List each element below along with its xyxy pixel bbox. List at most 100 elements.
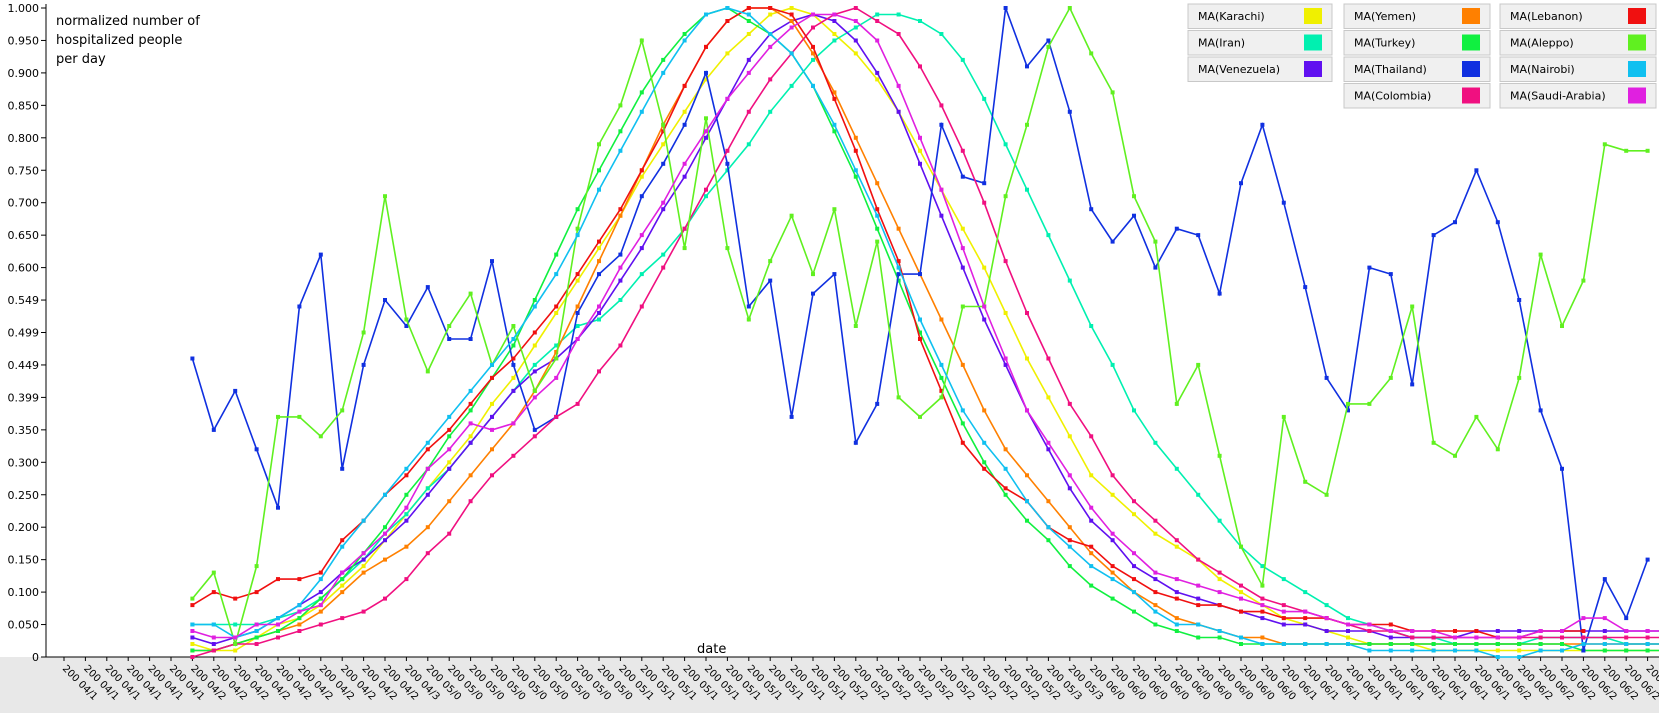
data-point (896, 272, 901, 277)
data-point (875, 77, 880, 82)
data-point (276, 505, 280, 510)
legend-item[interactable]: MA(Aleppo) (1499, 30, 1657, 56)
legend-item[interactable]: MA(Karachi) (1187, 3, 1333, 29)
data-point (1388, 272, 1393, 277)
y-tick-label: 0.700 (8, 197, 40, 210)
legend-item[interactable]: MA(Yemen) (1343, 3, 1491, 29)
data-point (297, 609, 302, 614)
data-point (1025, 408, 1029, 413)
data-point (1153, 265, 1158, 270)
series-ma-thailand (190, 6, 1650, 653)
data-point (575, 401, 580, 406)
y-axis-label-line-1: normalized number of (56, 14, 200, 29)
legend-item[interactable]: MA(Lebanon) (1499, 3, 1657, 29)
data-point (532, 330, 537, 335)
data-point (1174, 538, 1179, 543)
data-point (1260, 596, 1265, 601)
data-point (811, 44, 815, 49)
data-point (1367, 265, 1372, 270)
data-point (939, 213, 944, 218)
legend-item[interactable]: MA(Venezuela) (1187, 56, 1333, 82)
data-point (1581, 635, 1586, 640)
data-point (960, 408, 965, 413)
data-point (1110, 596, 1115, 601)
data-point (1153, 531, 1158, 536)
data-point (725, 148, 730, 153)
data-point (918, 414, 922, 419)
data-point (1602, 577, 1607, 582)
data-point (1431, 440, 1436, 445)
data-point (1260, 564, 1265, 569)
data-point (811, 291, 815, 296)
data-point (597, 187, 601, 192)
data-point (233, 648, 238, 653)
data-point (1303, 622, 1308, 627)
data-point (746, 70, 751, 75)
data-point (832, 38, 837, 43)
data-point (1560, 629, 1564, 633)
data-point (682, 83, 687, 88)
data-point (960, 174, 965, 179)
data-point (511, 375, 516, 380)
data-point (1089, 544, 1094, 549)
data-point (1410, 642, 1415, 646)
data-point (1110, 577, 1115, 582)
data-point (318, 577, 323, 582)
data-point (532, 427, 537, 432)
data-point (1046, 44, 1051, 49)
data-point (1581, 642, 1586, 646)
data-point (254, 590, 259, 595)
data-point (297, 616, 302, 621)
data-point (725, 168, 730, 173)
data-point (254, 622, 259, 627)
data-point (1132, 551, 1136, 556)
data-point (1003, 311, 1008, 315)
data-point (811, 83, 815, 88)
data-point (276, 629, 280, 633)
data-point (1260, 616, 1265, 621)
data-point (254, 564, 259, 569)
data-point (875, 70, 880, 75)
data-point (1132, 408, 1136, 413)
data-point (1003, 142, 1008, 147)
data-point (554, 414, 559, 419)
legend-item[interactable]: MA(Saudi-Arabia) (1499, 83, 1657, 109)
data-point (1025, 64, 1029, 69)
data-point (383, 194, 387, 199)
data-point (746, 6, 751, 10)
data-point (190, 629, 195, 633)
legend-item[interactable]: MA(Iran) (1187, 30, 1333, 56)
data-point (597, 304, 601, 309)
data-point (1067, 434, 1072, 439)
data-point (1239, 181, 1243, 186)
legend-item[interactable]: MA(Colombia) (1343, 83, 1491, 109)
data-point (318, 603, 323, 608)
legend-item[interactable]: MA(Turkey) (1343, 30, 1491, 56)
data-point (1153, 622, 1158, 627)
data-point (1367, 629, 1372, 633)
data-point (575, 226, 580, 231)
y-tick-label: 0.549 (8, 294, 40, 307)
series-line (192, 7, 1659, 652)
data-point (832, 129, 837, 134)
data-point (1110, 531, 1115, 536)
data-point (853, 38, 858, 43)
data-point (340, 544, 345, 549)
data-point (1110, 492, 1115, 497)
data-point (832, 96, 837, 101)
legend-item[interactable]: MA(Nairobi) (1499, 56, 1657, 82)
data-point (661, 122, 666, 127)
data-point (404, 577, 409, 582)
data-point (297, 304, 302, 309)
data-point (704, 129, 708, 134)
data-point (960, 362, 965, 367)
data-point (1046, 395, 1051, 400)
data-point (982, 304, 987, 309)
data-point (661, 200, 666, 205)
data-point (1645, 148, 1650, 153)
data-point (725, 96, 730, 101)
data-point (1217, 635, 1222, 640)
data-point (896, 83, 901, 88)
data-point (1089, 564, 1094, 569)
legend-item[interactable]: MA(Thailand) (1343, 56, 1491, 82)
